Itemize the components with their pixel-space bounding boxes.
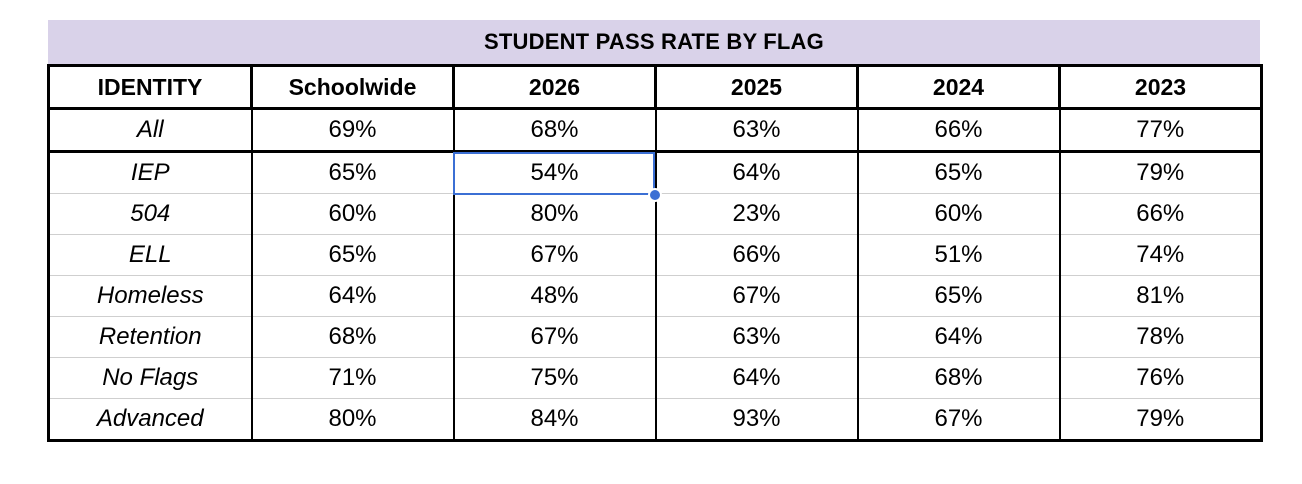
column-header-2024[interactable]: 2024 [856,64,1061,110]
pass-rate-table: IDENTITY Schoolwide 2026 2025 2024 2023 … [47,64,1263,442]
table-cell[interactable]: 75% [452,357,657,399]
column-header-identity[interactable]: IDENTITY [47,64,253,110]
table-row: Homeless 64% 48% 67% 65% 81% [47,275,1263,317]
table-cell[interactable]: 60% [856,193,1061,235]
fill-handle[interactable] [648,188,662,202]
table-cell[interactable]: 65% [250,151,455,194]
column-header-2025[interactable]: 2025 [654,64,859,110]
table-cell[interactable]: 78% [1058,316,1263,358]
identity-cell[interactable]: All [47,108,253,153]
table-cell[interactable]: 65% [250,234,455,276]
table-cell[interactable]: 23% [654,193,859,235]
table-row: 504 60% 80% 23% 60% 66% [47,193,1263,235]
table-cell[interactable]: 77% [1058,108,1263,153]
table-row: ELL 65% 67% 66% 51% 74% [47,234,1263,276]
table-cell[interactable]: 64% [654,151,859,194]
table-cell[interactable]: 71% [250,357,455,399]
table-cell[interactable]: 80% [250,398,455,442]
identity-cell[interactable]: IEP [47,151,253,194]
identity-cell[interactable]: No Flags [47,357,253,399]
table-cell[interactable]: 66% [1058,193,1263,235]
table-row: Advanced 80% 84% 93% 67% 79% [47,398,1263,442]
table-title: STUDENT PASS RATE BY FLAG [48,20,1260,64]
header-row: IDENTITY Schoolwide 2026 2025 2024 2023 [47,64,1263,110]
identity-cell[interactable]: Advanced [47,398,253,442]
table-cell[interactable]: 93% [654,398,859,442]
table-cell[interactable]: 67% [654,275,859,317]
table-cell[interactable]: 68% [250,316,455,358]
identity-cell[interactable]: Homeless [47,275,253,317]
table-cell[interactable]: 65% [856,275,1061,317]
table-cell[interactable]: 80% [452,193,657,235]
table-row: No Flags 71% 75% 64% 68% 76% [47,357,1263,399]
table-cell[interactable]: 81% [1058,275,1263,317]
table-cell[interactable]: 67% [856,398,1061,442]
table-cell[interactable]: 74% [1058,234,1263,276]
identity-cell[interactable]: Retention [47,316,253,358]
table-cell[interactable]: 63% [654,108,859,153]
table-cell[interactable]: 67% [452,316,657,358]
table-cell[interactable]: 64% [654,357,859,399]
selected-cell[interactable]: 54% [452,151,657,194]
table-row: All 69% 68% 63% 66% 77% [47,108,1263,153]
table-cell[interactable]: 64% [856,316,1061,358]
column-header-2026[interactable]: 2026 [452,64,657,110]
table-cell[interactable]: 51% [856,234,1061,276]
column-header-schoolwide[interactable]: Schoolwide [250,64,455,110]
table-cell[interactable]: 68% [452,108,657,153]
table-row: IEP 65% 54% 64% 65% 79% [47,151,1263,194]
table-cell[interactable]: 69% [250,108,455,153]
table-cell[interactable]: 79% [1058,398,1263,442]
table-cell[interactable]: 79% [1058,151,1263,194]
table-cell[interactable]: 68% [856,357,1061,399]
identity-cell[interactable]: ELL [47,234,253,276]
table-cell[interactable]: 76% [1058,357,1263,399]
table-cell[interactable]: 65% [856,151,1061,194]
identity-cell[interactable]: 504 [47,193,253,235]
table-cell[interactable]: 67% [452,234,657,276]
table-cell[interactable]: 64% [250,275,455,317]
table-cell[interactable]: 66% [654,234,859,276]
table-cell[interactable]: 60% [250,193,455,235]
table-cell[interactable]: 63% [654,316,859,358]
table-cell[interactable]: 48% [452,275,657,317]
column-header-2023[interactable]: 2023 [1058,64,1263,110]
table-cell[interactable]: 84% [452,398,657,442]
table-row: Retention 68% 67% 63% 64% 78% [47,316,1263,358]
table-cell[interactable]: 66% [856,108,1061,153]
